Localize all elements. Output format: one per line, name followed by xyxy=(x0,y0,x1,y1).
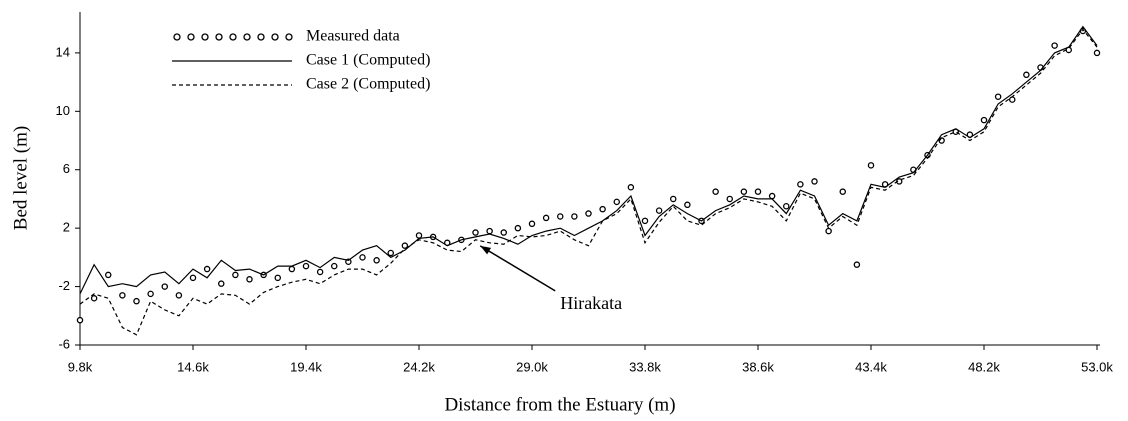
x-tick-label: 14.6k xyxy=(177,359,209,374)
x-axis-label: Distance from the Estuary (m) xyxy=(444,394,675,415)
data-point xyxy=(330,262,338,270)
series-line xyxy=(79,28,1098,336)
x-tick-label: 9.8k xyxy=(68,359,93,374)
data-point xyxy=(232,271,239,279)
legend-marker xyxy=(285,33,293,41)
data-point xyxy=(613,198,621,206)
x-tick-label: 53.0k xyxy=(1081,359,1113,374)
legend-marker xyxy=(229,33,237,41)
data-point xyxy=(514,224,522,232)
data-point xyxy=(641,217,649,225)
annotation-arrowhead xyxy=(480,245,492,255)
data-point xyxy=(189,274,197,282)
data-point xyxy=(1051,42,1058,49)
x-tick-label: 38.6k xyxy=(742,359,774,374)
data-point xyxy=(76,316,84,324)
data-point xyxy=(486,227,493,235)
legend-marker xyxy=(215,33,223,41)
data-point xyxy=(217,280,225,287)
data-point xyxy=(359,254,366,261)
data-point xyxy=(90,295,98,302)
data-point xyxy=(1009,96,1016,103)
data-point xyxy=(1093,49,1101,57)
data-point xyxy=(740,188,748,195)
y-axis-label: Bed level (m) xyxy=(10,126,31,230)
data-point xyxy=(1023,71,1030,79)
data-point xyxy=(387,249,394,257)
data-point xyxy=(811,178,818,185)
data-point xyxy=(627,184,635,191)
y-tick-label: -2 xyxy=(58,278,70,293)
data-point xyxy=(203,265,211,273)
data-point xyxy=(133,297,140,305)
legend-label: Measured data xyxy=(306,28,400,45)
data-point xyxy=(853,261,861,268)
x-tick-label: 29.0k xyxy=(516,359,548,374)
legend-marker xyxy=(243,33,251,41)
data-point xyxy=(288,265,296,273)
data-point xyxy=(302,262,310,270)
data-point xyxy=(585,210,592,217)
data-point xyxy=(684,201,691,209)
annotation-arrow xyxy=(479,245,556,292)
legend-label: Case 2 (Computed) xyxy=(306,76,430,93)
x-tick-label: 19.4k xyxy=(290,359,322,374)
data-point xyxy=(839,188,847,195)
data-point xyxy=(825,227,832,235)
data-point xyxy=(754,188,762,195)
y-tick-label: 14 xyxy=(56,44,70,59)
data-point xyxy=(726,195,734,203)
data-point xyxy=(980,116,988,124)
data-point xyxy=(401,242,409,249)
y-tick-label: -6 xyxy=(58,336,70,351)
data-point xyxy=(373,257,380,264)
legend-marker xyxy=(271,33,279,41)
data-point xyxy=(147,290,154,298)
data-point xyxy=(867,162,875,169)
x-tick-label: 48.2k xyxy=(968,359,1000,374)
data-point xyxy=(528,220,536,228)
data-point xyxy=(274,274,281,282)
legend-marker xyxy=(201,33,209,41)
y-tick-label: 6 xyxy=(63,161,70,176)
data-point xyxy=(472,229,479,236)
data-point xyxy=(161,283,168,290)
annotation-text: Hirakata xyxy=(560,293,622,313)
legend-marker xyxy=(173,33,181,41)
x-tick-label: 33.8k xyxy=(629,359,661,374)
y-tick-label: 2 xyxy=(63,220,70,235)
data-point xyxy=(571,213,578,220)
x-tick-label: 43.4k xyxy=(855,359,887,374)
data-point xyxy=(670,195,677,203)
data-point xyxy=(994,93,1002,100)
data-point xyxy=(105,271,112,279)
data-point xyxy=(712,188,719,195)
data-point xyxy=(542,214,550,222)
data-point xyxy=(500,229,507,236)
data-point xyxy=(119,292,126,299)
data-point xyxy=(246,276,253,283)
data-point xyxy=(797,181,804,188)
data-point xyxy=(557,213,564,220)
data-point xyxy=(175,292,183,299)
series-line xyxy=(79,25,1098,295)
data-point xyxy=(316,268,324,276)
y-tick-label: 10 xyxy=(56,103,70,118)
data-point xyxy=(768,192,776,200)
legend-marker xyxy=(187,33,195,41)
data-point xyxy=(655,207,663,214)
legend-label: Case 1 (Computed) xyxy=(306,52,430,69)
data-point xyxy=(599,205,606,213)
data-point xyxy=(415,232,423,239)
legend-marker xyxy=(257,33,265,41)
x-tick-label: 24.2k xyxy=(403,359,435,374)
data-point xyxy=(783,202,790,210)
